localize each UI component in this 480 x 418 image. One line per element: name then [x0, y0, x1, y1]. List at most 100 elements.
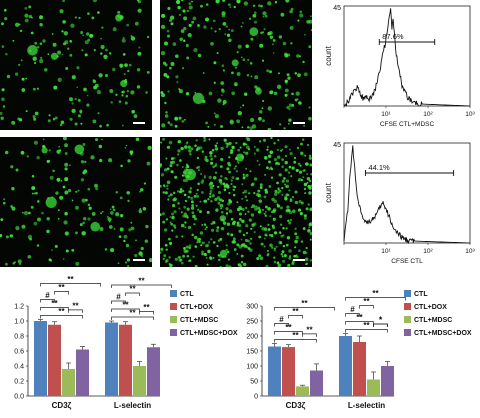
- fluorescent-cell: [52, 42, 57, 47]
- fluorescent-cell: [236, 253, 239, 255]
- fluorescent-cell: [190, 200, 194, 204]
- fluorescent-cell: [186, 207, 190, 211]
- fluorescent-cell: [93, 48, 96, 52]
- fluorescent-cell: [92, 119, 97, 124]
- fluorescent-cell: [115, 93, 118, 96]
- fluorescent-cell: [270, 246, 274, 249]
- fluorescent-cell: [120, 66, 123, 69]
- fluorescent-cell: [204, 223, 207, 226]
- fluorescent-cell: [127, 199, 130, 203]
- fluorescent-cell: [203, 253, 207, 257]
- bar-ctl-mdsc-0: [296, 386, 309, 396]
- fluorescent-cell: [264, 205, 268, 209]
- fluorescent-cell: [208, 138, 211, 141]
- fluorescent-cell: [128, 228, 132, 232]
- fluorescent-cell: [88, 206, 92, 210]
- fluorescent-cell: [24, 13, 29, 18]
- legend-label: CTL: [414, 291, 428, 298]
- fluorescent-cell: [245, 167, 248, 170]
- significance-bracket: [68, 309, 83, 313]
- fluorescent-cell: [77, 114, 81, 118]
- fluorescent-cell: [124, 101, 128, 105]
- fluorescent-cell: [226, 185, 230, 189]
- fluorescent-cell: [210, 238, 213, 241]
- fluorescent-cell: [64, 231, 69, 236]
- fluorescent-cell: [4, 262, 8, 266]
- fluorescent-cell: [80, 178, 85, 182]
- fluorescent-cell: [143, 182, 146, 185]
- fluorescent-cell: [165, 218, 169, 221]
- fluorescent-cell: [77, 189, 80, 192]
- fluorescent-cell: [289, 152, 293, 156]
- fluorescent-cell: [240, 261, 244, 264]
- fluorescent-cell: [168, 237, 171, 241]
- fluorescent-cell: [304, 154, 307, 157]
- significance-marker: **: [129, 285, 136, 294]
- fluorescent-cell: [82, 143, 86, 146]
- fluorescent-cell: [287, 76, 291, 80]
- fluorescent-cell: [28, 5, 32, 9]
- fluorescent-cell: [99, 124, 102, 128]
- fluorescent-cell: [252, 13, 257, 18]
- fluorescent-cell: [184, 215, 187, 218]
- fluorescent-cell: [250, 213, 255, 217]
- x-axis-label: CFSE CTL: [391, 258, 423, 265]
- fluorescent-cell: [299, 10, 303, 14]
- fluorescent-cell: [220, 81, 225, 85]
- fluorescent-cell: [203, 175, 206, 177]
- fluorescent-cell: [169, 221, 172, 224]
- fluorescent-cell: [280, 252, 284, 256]
- fluorescent-cell: [160, 247, 164, 251]
- fluorescent-cell: [267, 1, 272, 6]
- fluorescent-cell: [125, 144, 128, 147]
- fluorescent-cell: [309, 231, 312, 236]
- fluorescent-cell: [100, 37, 102, 40]
- fluorescent-cell: [307, 143, 309, 146]
- fluorescent-cell: [267, 127, 272, 130]
- significance-bracket: [288, 315, 303, 319]
- fluorescent-cell: [36, 46, 40, 49]
- fluorescent-cell: [104, 73, 109, 78]
- fluorescent-cell: [276, 181, 279, 185]
- significance-bracket: [111, 308, 140, 312]
- fluorescent-cell: [119, 227, 124, 232]
- fluorescent-cell: [276, 148, 279, 152]
- fluorescent-cell: [250, 117, 255, 123]
- fluorescent-cell: [167, 198, 170, 201]
- fluorescent-cell: [306, 19, 310, 24]
- fluorescent-cell: [255, 205, 258, 208]
- fluorescent-cell: [273, 142, 276, 145]
- fluorescent-cell: [220, 146, 224, 151]
- fluorescent-cell: [179, 190, 183, 194]
- fluorescent-cell: [14, 22, 20, 27]
- fluorescent-cell: [91, 16, 95, 20]
- fluorescent-cell: [109, 52, 112, 55]
- cell-cluster: [192, 92, 204, 104]
- fluorescent-cell: [230, 149, 234, 153]
- fluorescent-cell: [201, 223, 204, 226]
- fluorescent-cell: [225, 25, 228, 28]
- fluorescent-cell: [267, 207, 271, 211]
- fluorescent-cell: [204, 228, 207, 231]
- fluorescent-cell: [175, 54, 179, 58]
- fluorescent-cell: [106, 215, 109, 218]
- fluorescent-cell: [226, 167, 230, 171]
- fluorescent-cell: [218, 258, 221, 262]
- significance-bracket: [139, 311, 154, 315]
- fluorescent-cell: [284, 168, 288, 172]
- fluorescent-cell: [218, 27, 221, 31]
- cell-cluster: [120, 79, 128, 88]
- fluorescent-cell: [162, 257, 165, 261]
- fluorescent-cell: [137, 0, 139, 2]
- fluorescent-cell: [264, 210, 267, 213]
- significance-bracket: [345, 313, 360, 317]
- fluorescent-cell: [69, 164, 71, 167]
- fluorescent-cell: [226, 142, 230, 146]
- fluorescent-cell: [240, 56, 243, 59]
- fluorescent-cell: [196, 146, 201, 150]
- fluorescent-cell: [22, 211, 24, 214]
- fluorescent-cell: [251, 182, 255, 186]
- fluorescent-cell: [39, 15, 43, 20]
- fluorescent-cell: [215, 162, 218, 165]
- fluorescent-cell: [62, 258, 65, 260]
